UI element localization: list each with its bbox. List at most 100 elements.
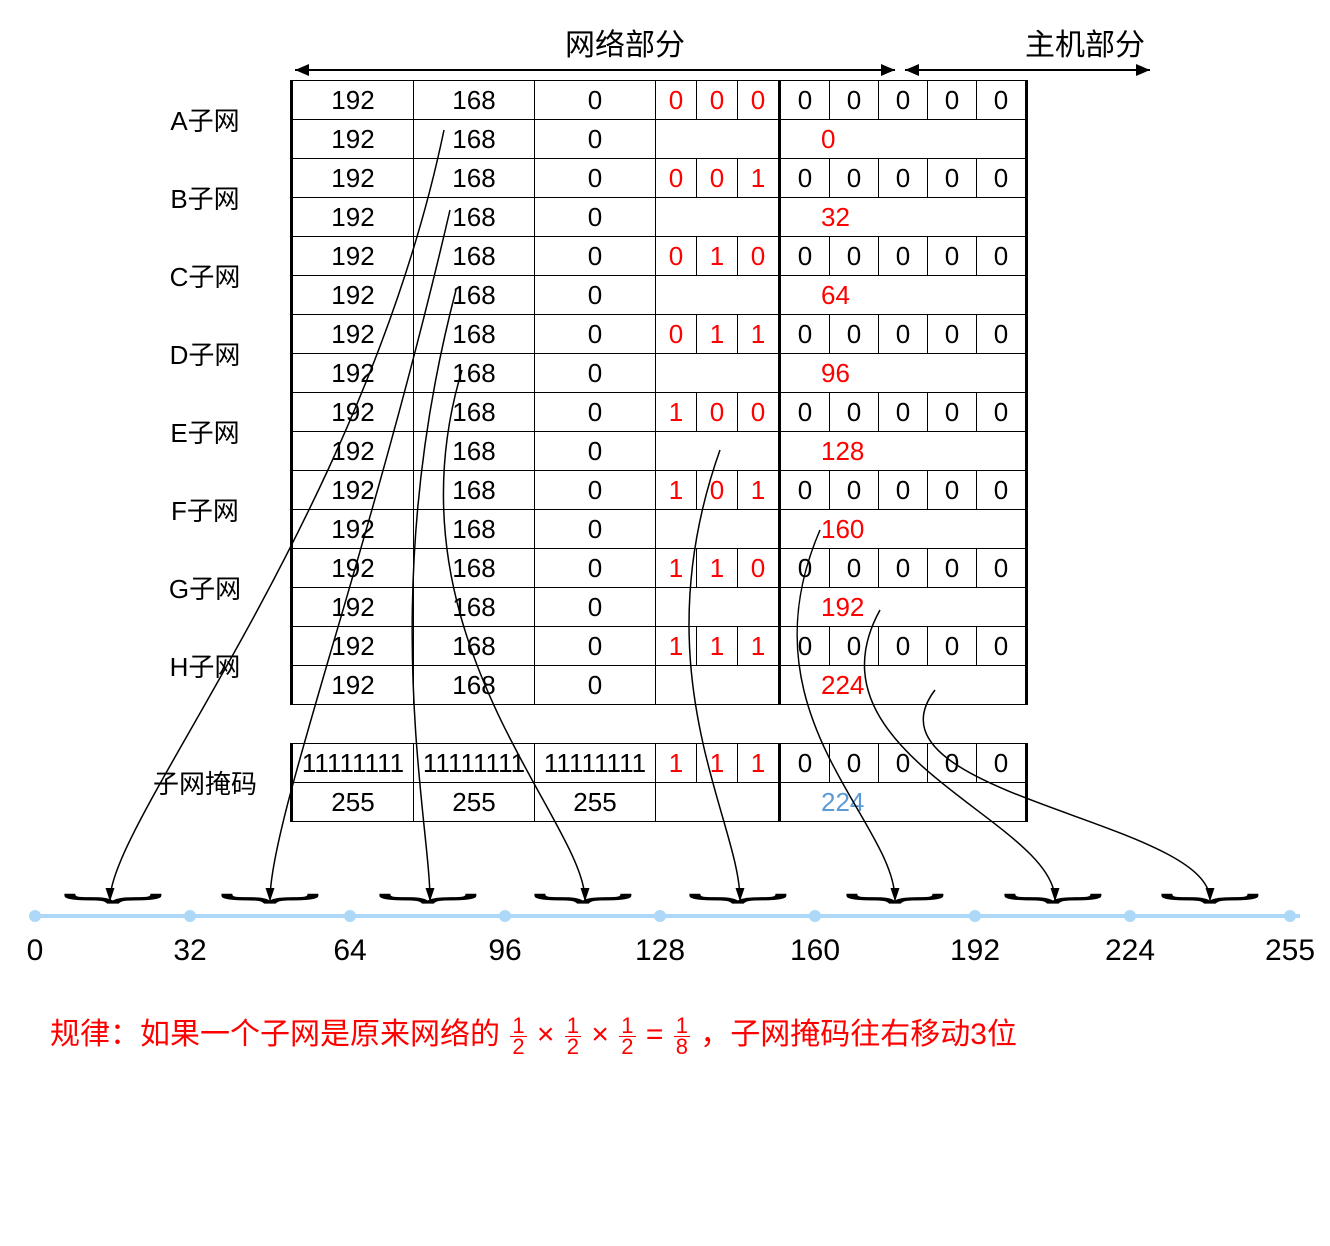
octet-cell: 11111111 — [414, 744, 535, 783]
net-bit-merged — [656, 588, 780, 627]
axis-dot — [29, 910, 41, 922]
axis-tick-label: 0 — [27, 934, 44, 968]
host-bit-cell: 0 — [780, 81, 830, 120]
octet-cell: 192 — [292, 315, 414, 354]
axis-dot — [809, 910, 821, 922]
octet-cell: 255 — [414, 783, 535, 822]
host-bit-cell: 0 — [830, 627, 879, 666]
fraction: 12 — [510, 1016, 526, 1057]
brace: ⏟ — [62, 862, 163, 892]
octet-cell: 168 — [414, 627, 535, 666]
host-bit-cell: 0 — [879, 471, 928, 510]
net-bit-cell: 1 — [656, 627, 697, 666]
fraction: 18 — [674, 1016, 690, 1057]
octet-cell: 0 — [535, 471, 656, 510]
host-bit-cell: 0 — [830, 315, 879, 354]
net-bit-merged — [656, 510, 780, 549]
net-bit-cell: 1 — [738, 744, 780, 783]
axis-tick-label: 64 — [333, 934, 366, 968]
host-bit-cell: 0 — [780, 237, 830, 276]
host-value-cell: 96 — [780, 354, 1027, 393]
net-bit-cell: 0 — [697, 159, 738, 198]
octet-cell: 168 — [414, 159, 535, 198]
brace: ⏟ — [220, 862, 321, 892]
net-bit-cell: 1 — [738, 159, 780, 198]
brace: ⏟ — [845, 862, 946, 892]
axis-tick-label: 192 — [950, 934, 1000, 968]
host-bit-cell: 0 — [879, 393, 928, 432]
host-bit-cell: 0 — [830, 744, 879, 783]
octet-cell: 168 — [414, 393, 535, 432]
octet-cell: 168 — [414, 198, 535, 237]
number-line-ticks: 0326496128160192224255 — [20, 934, 1310, 984]
net-bit-cell: 1 — [656, 744, 697, 783]
host-bit-cell: 0 — [830, 393, 879, 432]
net-bit-merged — [656, 432, 780, 471]
net-bit-cell: 0 — [738, 549, 780, 588]
host-value-cell: 128 — [780, 432, 1027, 471]
host-bit-cell: 0 — [780, 393, 830, 432]
net-bit-cell: 1 — [656, 393, 697, 432]
octet-cell: 192 — [292, 432, 414, 471]
header-network: 网络部分 — [565, 20, 685, 64]
host-bit-cell: 0 — [928, 81, 977, 120]
octet-cell: 168 — [414, 666, 535, 705]
octet-cell: 0 — [535, 432, 656, 471]
host-bit-cell: 0 — [928, 744, 977, 783]
octet-cell: 0 — [535, 120, 656, 159]
net-bit-cell: 1 — [738, 627, 780, 666]
axis-dot — [1284, 910, 1296, 922]
brace-row: ⏟⏟⏟⏟⏟⏟⏟⏟ — [20, 862, 1310, 902]
subnet-label: B子网 — [120, 159, 292, 237]
host-bit-cell: 0 — [830, 549, 879, 588]
octet-cell: 0 — [535, 315, 656, 354]
axis-dot — [184, 910, 196, 922]
subnet-label: F子网 — [120, 471, 292, 549]
net-bit-merged — [656, 120, 780, 159]
axis-tick-label: 224 — [1105, 934, 1155, 968]
net-bit-cell: 1 — [697, 237, 738, 276]
axis-dot — [654, 910, 666, 922]
octet-cell: 192 — [292, 393, 414, 432]
net-bit-cell: 1 — [656, 471, 697, 510]
host-bit-cell: 0 — [928, 471, 977, 510]
net-bit-merged — [656, 666, 780, 705]
octet-cell: 0 — [535, 588, 656, 627]
host-bit-cell: 0 — [879, 744, 928, 783]
host-bit-cell: 0 — [977, 471, 1027, 510]
brace: ⏟ — [532, 862, 633, 892]
net-bit-cell: 0 — [656, 159, 697, 198]
octet-cell: 0 — [535, 198, 656, 237]
host-bit-cell: 0 — [830, 471, 879, 510]
net-bit-cell: 1 — [738, 471, 780, 510]
host-bit-cell: 0 — [830, 81, 879, 120]
net-bit-cell: 1 — [656, 549, 697, 588]
host-value-cell: 160 — [780, 510, 1027, 549]
octet-cell: 192 — [292, 120, 414, 159]
subnet-table: A子网19216800000000019216800B子网19216800010… — [120, 80, 1028, 822]
number-line — [20, 906, 1310, 924]
net-bit-cell: 0 — [697, 393, 738, 432]
host-bit-cell: 0 — [879, 159, 928, 198]
host-value-cell: 224 — [780, 783, 1027, 822]
subnet-label: 子网掩码 — [120, 744, 292, 822]
host-bit-cell: 0 — [928, 393, 977, 432]
octet-cell: 0 — [535, 627, 656, 666]
axis-tick-label: 160 — [790, 934, 840, 968]
header-host-arrow — [120, 60, 1320, 80]
octet-cell: 168 — [414, 237, 535, 276]
host-bit-cell: 0 — [977, 744, 1027, 783]
host-bit-cell: 0 — [780, 627, 830, 666]
host-value-cell: 192 — [780, 588, 1027, 627]
octet-cell: 168 — [414, 81, 535, 120]
net-bit-merged — [656, 276, 780, 315]
octet-cell: 0 — [535, 354, 656, 393]
host-bit-cell: 0 — [830, 159, 879, 198]
net-bit-cell: 1 — [697, 315, 738, 354]
octet-cell: 192 — [292, 81, 414, 120]
octet-cell: 0 — [535, 666, 656, 705]
octet-cell: 168 — [414, 120, 535, 159]
host-bit-cell: 0 — [780, 159, 830, 198]
octet-cell: 0 — [535, 549, 656, 588]
net-bit-cell: 1 — [738, 315, 780, 354]
